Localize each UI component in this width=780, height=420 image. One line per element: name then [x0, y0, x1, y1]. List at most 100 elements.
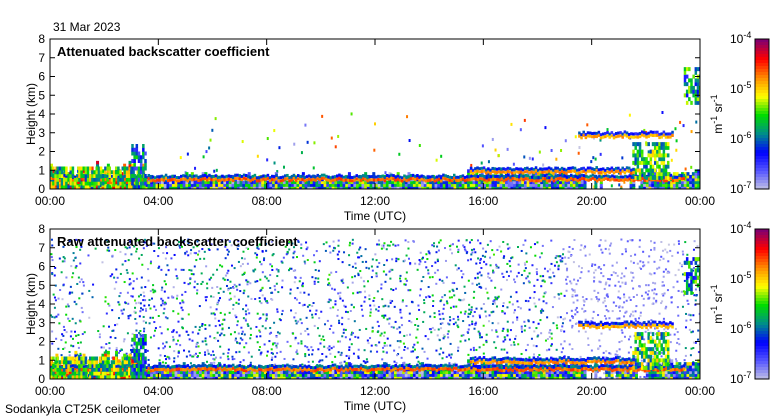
layer-cloud-fallstreaks: [634, 160, 637, 165]
layer-boundary-layer: [431, 178, 434, 182]
heatmap-cell: [341, 335, 344, 338]
layer-boundary-layer: [567, 175, 571, 179]
layer-boundary-layer: [593, 174, 597, 178]
heatmap-cell: [263, 186, 267, 189]
heatmap-cell: [174, 268, 177, 271]
heatmap-cell: [194, 325, 197, 328]
heatmap-cell: [456, 245, 459, 248]
heatmap-cell: [88, 289, 91, 292]
heatmap-cell: [426, 180, 430, 185]
heatmap-cell: [158, 183, 162, 187]
heatmap-cell: [329, 284, 332, 287]
layer-boundary-layer: [526, 177, 530, 181]
layer-boundary-layer: [531, 175, 534, 179]
heatmap-cell: [196, 245, 199, 248]
heatmap-cell: [412, 350, 415, 353]
heatmap-cell: [514, 337, 517, 340]
heatmap-cell: [561, 325, 564, 328]
heatmap-cell: [203, 250, 206, 253]
heatmap-cell: [461, 180, 465, 185]
heatmap-cell: [215, 183, 219, 187]
layer-low-aerosol: [63, 166, 66, 171]
layer-boundary-layer: [325, 178, 328, 182]
layer-boundary-layer: [351, 176, 354, 180]
layer-boundary-layer: [225, 174, 228, 178]
layer-late-aerosol: [694, 67, 698, 72]
heatmap-cell: [245, 342, 248, 345]
layer-low-aerosol: [95, 181, 98, 186]
layer-late-aerosol: [694, 70, 698, 75]
layer-aerosol-plume: [133, 166, 136, 171]
heatmap-cell: [499, 172, 503, 176]
heatmap-cell: [284, 245, 287, 248]
layer-boundary-layer: [604, 173, 608, 177]
heatmap-cell: [361, 183, 365, 187]
heatmap-cell: [396, 180, 400, 185]
layer-boundary-layer: [106, 174, 109, 178]
heatmap-cell: [305, 241, 308, 244]
heatmap-cell: [683, 172, 687, 176]
layer-boundary-layer: [596, 176, 599, 180]
heatmap-cell: [608, 284, 611, 287]
heatmap-cell: [473, 248, 476, 251]
heatmap-cell: [250, 186, 254, 189]
heatmap-cell: [399, 180, 403, 185]
heatmap-cell: [672, 186, 676, 189]
layer-afternoon-layer: [528, 171, 531, 175]
heatmap-cell: [655, 293, 658, 296]
heatmap-cell: [103, 351, 106, 354]
layer-late-aerosol: [688, 85, 691, 90]
heatmap-cell: [690, 130, 693, 134]
heatmap-cell: [614, 284, 617, 287]
layer-low-aerosol: [112, 177, 116, 182]
heatmap-cell: [361, 186, 365, 189]
layer-boundary-layer: [446, 175, 449, 179]
heatmap-cell: [274, 288, 277, 291]
heatmap-cell: [116, 323, 119, 326]
heatmap-cell: [651, 302, 654, 305]
heatmap-cell: [478, 314, 481, 317]
heatmap-cell: [206, 282, 209, 285]
layer-late-aerosol: [696, 78, 700, 83]
heatmap-cell: [169, 183, 173, 187]
heatmap-cell: [526, 275, 529, 278]
layer-boundary-layer: [197, 178, 200, 182]
layer-low-aerosol: [86, 166, 90, 171]
heatmap-cell: [485, 339, 488, 342]
layer-boundary-layer: [492, 174, 495, 178]
layer-cloud-top: [578, 134, 581, 138]
heatmap-cell: [139, 293, 142, 296]
heatmap-cell: [51, 273, 54, 276]
heatmap-cell: [559, 260, 562, 263]
heatmap-cell: [236, 324, 239, 327]
layer-cloud-top: [588, 131, 592, 135]
heatmap-cell: [383, 331, 386, 334]
heatmap-cell: [694, 177, 698, 182]
heatmap-cell: [491, 249, 494, 252]
heatmap-cell: [483, 186, 487, 189]
heatmap-cell: [692, 269, 695, 272]
layer-boundary-layer: [210, 178, 213, 182]
heatmap-cell: [518, 186, 522, 189]
heatmap-cell: [105, 343, 108, 346]
heatmap-cell: [294, 297, 297, 300]
x-tick-label: 04:00: [143, 194, 173, 208]
heatmap-cell: [635, 293, 638, 296]
heatmap-cell: [248, 312, 251, 315]
heatmap-cell: [569, 280, 572, 283]
heatmap-cell: [568, 246, 571, 249]
heatmap-cell: [491, 183, 495, 187]
heatmap-cell: [425, 266, 428, 269]
heatmap-cell: [77, 346, 80, 349]
heatmap-cell: [380, 186, 384, 189]
layer-cloud-fallstreaks: [649, 149, 653, 154]
layer-aerosol-plume: [137, 166, 141, 171]
heatmap-cell: [105, 238, 108, 241]
heatmap-cell: [288, 180, 292, 185]
heatmap-cell: [620, 185, 623, 189]
heatmap-cell: [361, 260, 364, 263]
layer-cloud-fallstreaks: [640, 157, 644, 162]
layer-boundary-layer: [498, 175, 501, 179]
heatmap-cell: [131, 332, 134, 335]
heatmap-cell: [457, 251, 460, 254]
